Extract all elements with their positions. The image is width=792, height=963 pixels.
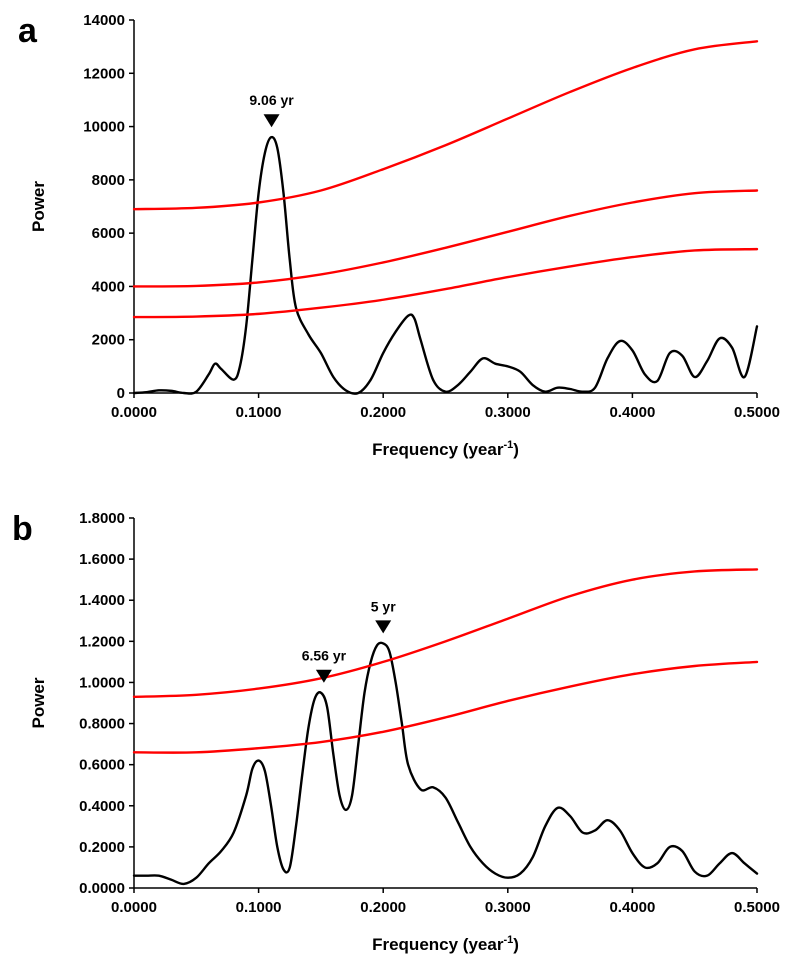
y-tick-label: 1.8000	[79, 510, 125, 527]
y-tick-label: 0.6000	[79, 757, 125, 774]
peak-label: 6.56 yr	[302, 648, 347, 664]
y-tick-label: 12000	[83, 65, 125, 82]
x-tick-label: 0.2000	[360, 404, 406, 421]
x-tick-label: 0.4000	[609, 899, 655, 916]
y-tick-label: 1.0000	[79, 674, 125, 691]
x-axis-label: Frequency (year-1)	[372, 934, 519, 954]
peak-label: 5 yr	[371, 598, 396, 614]
y-tick-label: 0.8000	[79, 716, 125, 733]
y-tick-label: 1.6000	[79, 551, 125, 568]
y-axis-label: Power	[29, 181, 48, 232]
x-tick-label: 0.5000	[734, 899, 780, 916]
confidence-level-line	[132, 40, 759, 211]
y-tick-label: 0.2000	[79, 839, 125, 856]
panel-letter: b	[12, 510, 33, 548]
panel-b: b 0.0000 0.2000 0.4000 0.6000 0.8000 1.0000 1.2…	[12, 510, 780, 954]
y-tick-label: 1.2000	[79, 633, 125, 650]
x-tick-label: 0.0000	[111, 404, 157, 421]
confidence-level-line	[132, 247, 759, 319]
y-tick-label: 0.0000	[79, 880, 125, 897]
confidence-level-line	[132, 660, 759, 754]
peak-marker-triangle	[315, 669, 332, 683]
panel-a: a 0 2000 4000 6000 8000 10000 12000 14000 0.0000 0…	[18, 12, 780, 459]
x-tick-label: 0.1000	[236, 404, 282, 421]
x-tick-label: 0.5000	[734, 404, 780, 421]
x-tick-label: 0.4000	[609, 404, 655, 421]
peak-marker-triangle	[375, 620, 392, 634]
y-tick-label: 6000	[92, 225, 125, 242]
y-tick-label: 10000	[83, 119, 125, 136]
peak-label: 9.06 yr	[249, 92, 294, 108]
confidence-level-line	[132, 189, 759, 288]
panel-letter: a	[18, 12, 38, 50]
peak-marker-triangle	[263, 114, 280, 128]
power-spectrum-line	[132, 641, 759, 886]
x-tick-label: 0.0000	[111, 899, 157, 916]
x-tick-label: 0.2000	[360, 899, 406, 916]
y-tick-label: 1.4000	[79, 592, 125, 609]
y-tick-label: 14000	[83, 12, 125, 29]
y-tick-label: 8000	[92, 172, 125, 189]
x-axis-label: Frequency (year-1)	[372, 439, 519, 459]
power-spectrum-line	[132, 135, 759, 395]
y-tick-label: 4000	[92, 278, 125, 295]
x-tick-label: 0.3000	[485, 899, 531, 916]
y-tick-label: 2000	[92, 332, 125, 349]
y-axis-label: Power	[29, 677, 48, 728]
x-tick-label: 0.3000	[485, 404, 531, 421]
y-tick-label: 0.4000	[79, 798, 125, 815]
confidence-level-line	[132, 568, 759, 699]
x-tick-label: 0.1000	[236, 899, 282, 916]
y-tick-label: 0	[117, 385, 125, 402]
